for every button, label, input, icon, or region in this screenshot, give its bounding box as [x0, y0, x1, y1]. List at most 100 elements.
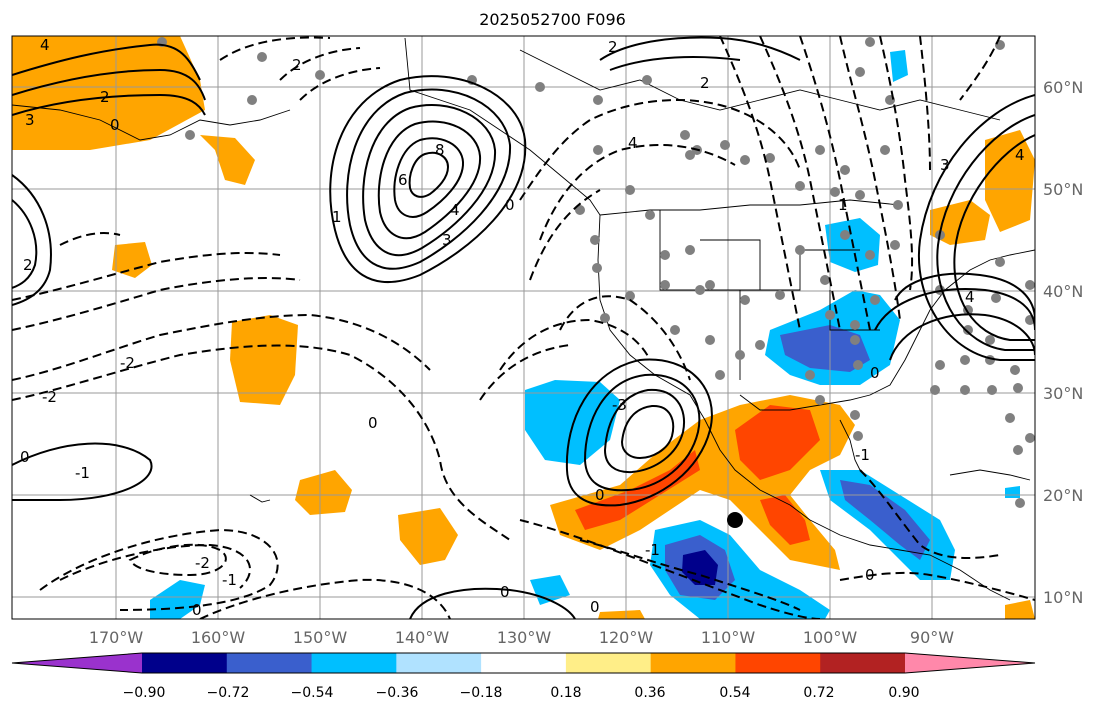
contour-label: 1 — [838, 196, 848, 214]
contour-label: 0 — [865, 566, 875, 584]
contour-label: 4 — [628, 134, 638, 152]
map-title: 2025052700 F096 — [479, 10, 626, 29]
contour-label: 0 — [368, 414, 378, 432]
colorbar-tick-label: 0.36 — [634, 685, 665, 701]
colorbar-segment — [820, 653, 906, 673]
colorbar-segment — [396, 653, 482, 673]
colorbar-tick-label: 0.90 — [888, 685, 919, 701]
contour-label: 0 — [110, 116, 120, 134]
shade-orange-se2 — [598, 610, 645, 619]
colorbar-extend-high — [905, 653, 1035, 673]
lon-label: 150°W — [293, 628, 348, 647]
contour-label: -1 — [222, 571, 237, 589]
lon-label: 140°W — [395, 628, 450, 647]
contour-label: 1 — [332, 208, 342, 226]
shade-red-mexico — [575, 450, 700, 530]
contour-label: 0 — [870, 364, 880, 382]
shade-orange-3 — [295, 470, 352, 515]
contour-label: -1 — [855, 446, 870, 464]
lat-label: 50°N — [1043, 180, 1083, 199]
colorbar-segment — [142, 653, 228, 673]
lon-axis-labels: 170°W 160°W 150°W 140°W 130°W 120°W 110°… — [89, 628, 954, 647]
shade-midblue-gulf — [840, 480, 930, 560]
shade-orange-1 — [112, 242, 152, 278]
center-marker — [727, 512, 743, 528]
contour-label: 0 — [595, 486, 605, 504]
contour-label: 2 — [100, 88, 110, 106]
contour-label: -2 — [120, 354, 135, 372]
lon-label: 110°W — [701, 628, 756, 647]
contours-dashed — [12, 36, 1035, 619]
coastlines — [12, 37, 1035, 601]
colorbar-tick-label: −0.36 — [376, 685, 419, 701]
contour-label: 0 — [500, 583, 510, 601]
colorbar-extend-low — [12, 653, 142, 673]
colorbar-tick-label: −0.54 — [291, 685, 334, 701]
contours-solid — [12, 36, 1035, 619]
colorbar-labels: −0.90 −0.72 −0.54 −0.36 −0.18 0.18 0.36 … — [123, 685, 920, 701]
shade-midblue-plains — [780, 325, 870, 372]
contour-label: 3 — [442, 231, 452, 249]
lat-label: 30°N — [1043, 384, 1083, 403]
contour-label: -2 — [195, 554, 210, 572]
contour-label: -1 — [645, 541, 660, 559]
colorbar-tick-label: 0.18 — [550, 685, 581, 701]
lat-axis-labels: 60°N 50°N 40°N 30°N 20°N 10°N — [1043, 78, 1083, 607]
lon-label: 120°W — [599, 628, 654, 647]
contour-label: 2 — [292, 56, 302, 74]
station-dots — [157, 37, 1035, 508]
contour-label: 8 — [435, 141, 445, 159]
contour-label: 2 — [608, 38, 618, 56]
shade-red-2 — [735, 405, 820, 480]
contour-label: 4 — [450, 201, 460, 219]
shade-orange-se — [1005, 600, 1035, 619]
lon-label: 90°W — [910, 628, 954, 647]
lon-label: 160°W — [191, 628, 246, 647]
colorbar-segment — [650, 653, 736, 673]
contour-label: 6 — [398, 171, 408, 189]
shade-orange-nw — [12, 36, 205, 150]
colorbar-segment — [735, 653, 821, 673]
shade-red-3 — [760, 495, 810, 545]
contour-label: 4 — [965, 288, 975, 306]
lon-label: 100°W — [803, 628, 858, 647]
colorbar-outline — [11, 652, 1036, 674]
contour-label: 3 — [940, 156, 950, 174]
shade-orange-ne2 — [985, 130, 1035, 232]
colorbar-tick-label: −0.72 — [207, 685, 250, 701]
contour-label: 2 — [23, 256, 33, 274]
contour-label: 4 — [40, 36, 50, 54]
contour-label: -3 — [612, 396, 627, 414]
shade-orange-alaska — [200, 135, 255, 185]
colorbar-tick-label: 0.72 — [803, 685, 834, 701]
colorbar-segment — [565, 653, 652, 673]
plot-frame — [11, 35, 1036, 620]
shade-navy-south — [682, 550, 718, 585]
lon-label: 170°W — [89, 628, 144, 647]
colorbar-tick-label: −0.90 — [123, 685, 166, 701]
contour-label: 3 — [25, 111, 35, 129]
contour-label: -1 — [75, 464, 90, 482]
colorbar-segment — [481, 653, 567, 673]
colorbar-segment — [311, 653, 397, 673]
lat-label: 40°N — [1043, 282, 1083, 301]
contour-label: -2 — [42, 388, 57, 406]
shade-blue-small — [1005, 486, 1020, 498]
shade-orange-4 — [398, 508, 458, 565]
contour-labels: 4 2 3 0 8 6 4 1 3 0 2 2 -2 -2 -1 0 -2 -1… — [20, 36, 1025, 619]
lon-label: 130°W — [497, 628, 552, 647]
plot-area — [12, 36, 1035, 619]
colorbar-segment — [226, 653, 313, 673]
shade-blue-hudson — [890, 50, 908, 82]
contour-label: 4 — [1015, 146, 1025, 164]
contour-label: 0 — [20, 448, 30, 466]
colorbar-tick-label: −0.18 — [460, 685, 503, 701]
lat-label: 10°N — [1043, 588, 1083, 607]
contour-label: 0 — [192, 601, 202, 619]
contour-label: 0 — [505, 196, 515, 214]
shade-orange-2 — [230, 315, 298, 405]
lat-label: 60°N — [1043, 78, 1083, 97]
contour-label: 2 — [700, 74, 710, 92]
colorbar-tick-label: 0.54 — [719, 685, 750, 701]
